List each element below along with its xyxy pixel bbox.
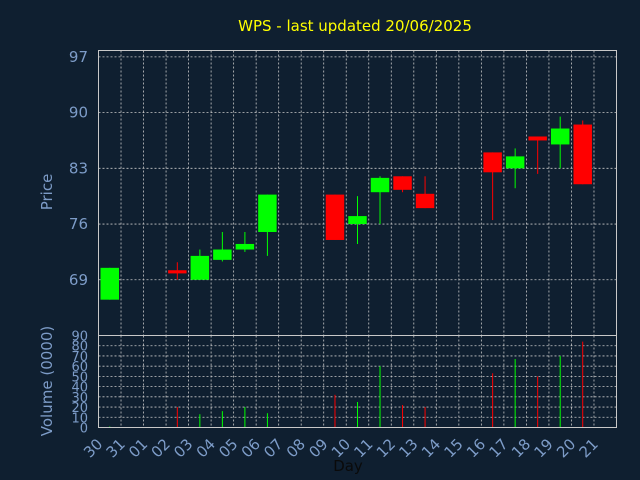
volume-tick-label: 0 xyxy=(80,422,88,437)
price-panel-frame xyxy=(98,50,617,336)
volume-tick-label: 50 xyxy=(71,370,88,385)
volume-panel-frame xyxy=(98,335,617,428)
volume-tick-label: 90 xyxy=(71,330,88,345)
candle-body xyxy=(528,136,547,141)
candle-body xyxy=(370,177,390,193)
volume-tick-label: 70 xyxy=(71,350,88,365)
price-tick-label: 97 xyxy=(69,48,88,66)
candle-body xyxy=(168,270,187,274)
x-axis-label: Day xyxy=(333,457,363,475)
candle-body xyxy=(505,156,525,169)
candle-body xyxy=(550,128,570,145)
price-panel: 69 76 83 90 97 xyxy=(69,48,617,336)
volume-tick-label: 40 xyxy=(71,381,88,396)
candle-body xyxy=(415,193,435,209)
candle-body xyxy=(100,267,119,300)
volume-tick-label: 30 xyxy=(71,391,88,406)
candle-body xyxy=(190,255,210,280)
candle-body xyxy=(235,243,255,250)
candle-body xyxy=(393,176,412,190)
price-tick-label: 69 xyxy=(69,271,88,289)
price-tick-label: 76 xyxy=(69,215,88,233)
price-tick-label: 90 xyxy=(69,104,88,122)
candle-body xyxy=(258,194,277,233)
volume-tick-label: 10 xyxy=(71,411,88,426)
volume-axis-label: Volume (0000) xyxy=(38,326,56,436)
volume-tick-label: 60 xyxy=(71,360,88,375)
volume-tick-label: 20 xyxy=(71,401,88,416)
day-tick-label: 21 xyxy=(576,435,602,461)
candle-body xyxy=(573,124,592,185)
volume-tick-label: 80 xyxy=(71,340,88,355)
candle-body xyxy=(325,194,345,240)
price-axis-label: Price xyxy=(38,174,56,211)
candle-body xyxy=(213,249,232,260)
chart-title: WPS - last updated 20/06/2025 xyxy=(238,17,472,35)
candle-body xyxy=(483,152,502,173)
price-tick-label: 83 xyxy=(69,159,88,177)
candle-body xyxy=(348,216,367,225)
